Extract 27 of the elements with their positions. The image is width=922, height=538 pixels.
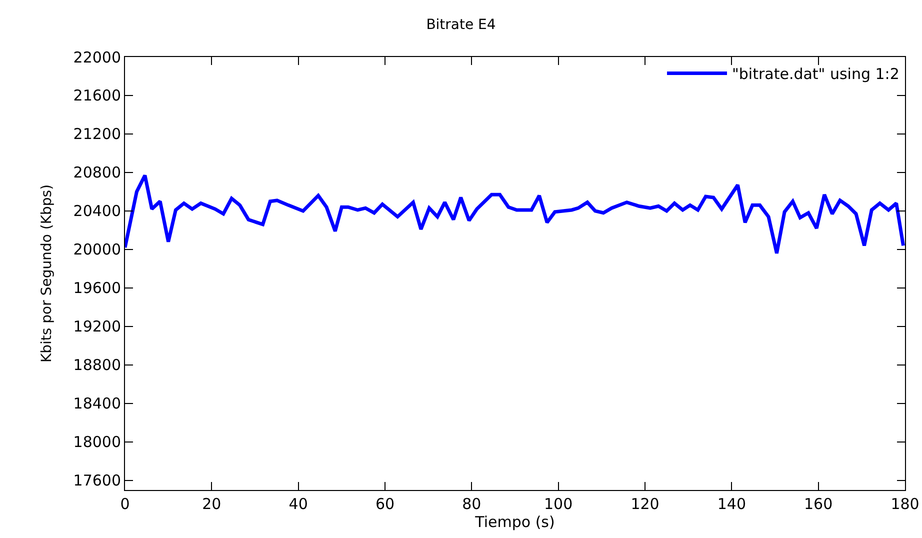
y-tick-label: 19600: [73, 279, 121, 298]
y-tick-label: 18400: [73, 394, 121, 413]
x-tick-label: 80: [462, 495, 482, 513]
x-tick-label: 180: [890, 495, 920, 513]
x-tick-label: 140: [717, 495, 746, 513]
y-tick-label: 20000: [73, 240, 121, 259]
y-tick-label: 18800: [73, 356, 121, 374]
x-tick-label: 60: [375, 495, 395, 513]
y-axis-title: Kbits por Segundo (Kbps): [38, 184, 55, 363]
y-tick-label: 19200: [73, 318, 121, 336]
y-tick-label: 22000: [73, 48, 121, 66]
x-axis-title: Tiempo (s): [474, 513, 555, 531]
y-tick-label: 17600: [73, 472, 121, 490]
y-tick-label: 20400: [73, 202, 121, 220]
x-tick-label: 100: [544, 495, 573, 513]
y-tick-label: 18000: [73, 433, 121, 452]
legend-label: "bitrate.dat" using 1:2: [732, 65, 900, 84]
x-tick-label: 20: [202, 495, 222, 513]
x-tick-label: 160: [804, 495, 833, 513]
y-tick-label: 21200: [73, 125, 121, 144]
y-tick-label: 21600: [73, 86, 121, 105]
line-series: [125, 174, 905, 256]
y-tick-label: 20800: [73, 164, 121, 182]
x-tick-label: 0: [120, 495, 130, 513]
x-tick-label: 120: [630, 495, 660, 513]
chart-title: Bitrate E4: [426, 17, 496, 34]
x-tick-label: 40: [288, 495, 308, 513]
